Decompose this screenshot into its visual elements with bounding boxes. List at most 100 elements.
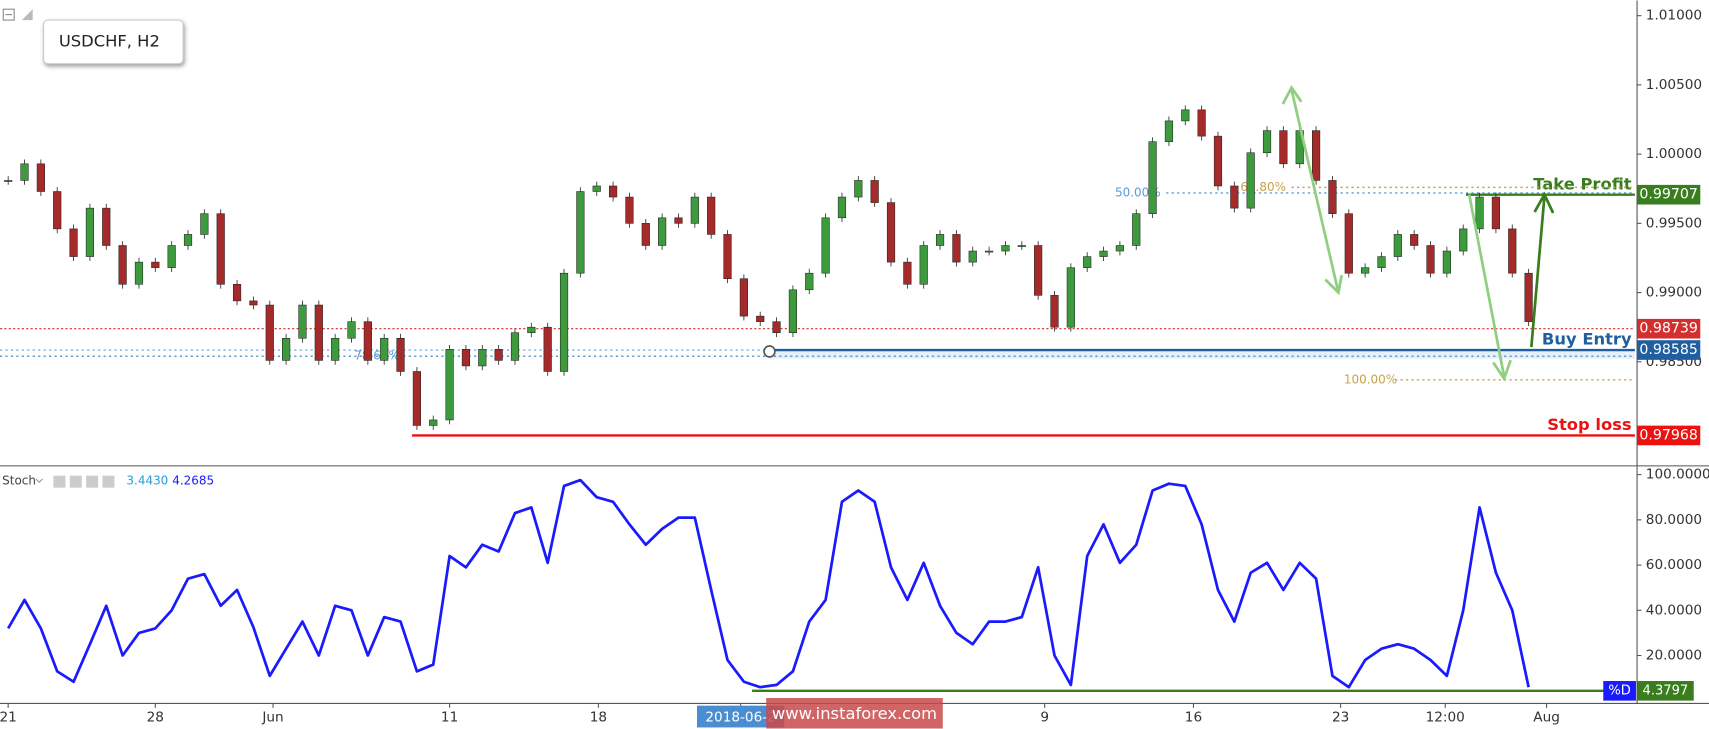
entry-zone: [768, 350, 1635, 359]
candle: [1001, 245, 1010, 252]
candle: [494, 349, 503, 361]
fib-label: 100.00%: [1344, 372, 1397, 386]
candle: [510, 332, 520, 361]
last-value-box: [1637, 681, 1694, 701]
candle: [658, 217, 667, 246]
candle: [919, 245, 928, 285]
candle: [216, 213, 225, 285]
candle: [1181, 109, 1190, 122]
x-tick-label: 9: [1040, 710, 1049, 726]
symbol-title: USDCHF, H2: [59, 31, 160, 50]
candle: [559, 272, 569, 372]
symbol-box: [43, 19, 184, 65]
y-tick-label: 1.01000: [1646, 8, 1702, 24]
indicator-name: Stoch: [2, 474, 36, 488]
candle: [1230, 185, 1239, 209]
candle: [739, 278, 748, 317]
button[interactable]: [86, 475, 99, 488]
candle: [20, 163, 29, 181]
y-tick-label: 80.0000: [1646, 512, 1702, 528]
candle: [331, 337, 340, 361]
candle: [1034, 245, 1043, 296]
candle: [625, 196, 634, 224]
candle: [53, 191, 62, 230]
candle: [837, 196, 847, 219]
candle: [265, 304, 274, 361]
candle: [396, 337, 405, 372]
candle: [478, 349, 487, 367]
candle: [723, 234, 732, 280]
collapse-icon[interactable]: [2, 8, 15, 21]
candle: [1083, 256, 1092, 268]
candle: [886, 202, 896, 263]
level-price-box: [1637, 184, 1701, 205]
level-price-box: [1637, 340, 1701, 360]
x-tick-highlight: [697, 705, 785, 728]
candle: [102, 207, 111, 246]
x-tick-label: 12:00: [1426, 710, 1465, 726]
candle: [1164, 120, 1174, 142]
indicator-value: 3.4430: [126, 474, 168, 488]
x-tick-label: 23: [1332, 710, 1349, 726]
candle: [1311, 130, 1321, 181]
level-name: Stop loss: [1547, 415, 1631, 434]
arrow-line: [1529, 196, 1546, 348]
level-price: 0.98585: [1639, 342, 1698, 358]
candle: [1132, 213, 1141, 246]
level-price: 0.98739: [1639, 321, 1698, 337]
candle: [1197, 109, 1206, 137]
candle: [543, 326, 552, 372]
arrow-head: [1492, 359, 1512, 382]
candle: [527, 326, 536, 333]
candle: [903, 261, 912, 285]
candle: [1328, 180, 1337, 214]
candle: [707, 196, 716, 235]
candle: [1066, 267, 1075, 328]
legend-box: [1603, 681, 1636, 701]
level-price-box: [1637, 425, 1701, 446]
indicator-menu[interactable]: [35, 478, 43, 483]
candle: [36, 163, 45, 192]
level-name: Buy Entry: [1542, 330, 1632, 349]
candle: [772, 321, 781, 333]
watermark: www.instaforex.com: [772, 704, 937, 723]
x-tick-label: 2018-06-2: [705, 710, 775, 726]
y-tick-label: 20.0000: [1646, 648, 1702, 664]
candle: [968, 250, 977, 263]
candle: [870, 180, 879, 203]
x-tick-label: 21: [0, 710, 17, 726]
x-tick-label: Aug: [1533, 710, 1560, 726]
candle: [1262, 130, 1272, 154]
candle: [592, 185, 601, 192]
arrow-head: [1324, 274, 1344, 296]
candle: [1148, 141, 1157, 214]
candle: [429, 419, 438, 426]
y-tick-label: 0.99500: [1646, 215, 1702, 231]
candle: [249, 300, 258, 306]
candle: [608, 185, 618, 198]
candle: [347, 321, 356, 339]
candle: [314, 304, 323, 361]
candle: [690, 196, 699, 224]
fib-label: 78.60%: [354, 349, 400, 363]
candle: [4, 180, 13, 182]
chart-layer: 1.01000 1.00500 1.00000 0.99500 0.99000 0.985…: [0, 8, 1709, 728]
candle: [363, 321, 372, 361]
button[interactable]: [69, 475, 82, 488]
y-tick-label: 0.99000: [1646, 285, 1702, 301]
level-name: Take Profit: [1533, 174, 1632, 193]
candle: [1524, 272, 1533, 322]
candle: [788, 289, 798, 333]
anchor-point[interactable]: [763, 345, 776, 358]
candle: [1393, 234, 1402, 257]
button[interactable]: [53, 475, 66, 488]
y-tick-label: 40.0000: [1646, 602, 1702, 618]
candle: [1442, 250, 1451, 274]
candle: [232, 283, 242, 302]
candle: [854, 180, 863, 198]
x-tick-label: 28: [147, 710, 164, 726]
candle: [151, 261, 160, 268]
button[interactable]: [102, 475, 115, 488]
